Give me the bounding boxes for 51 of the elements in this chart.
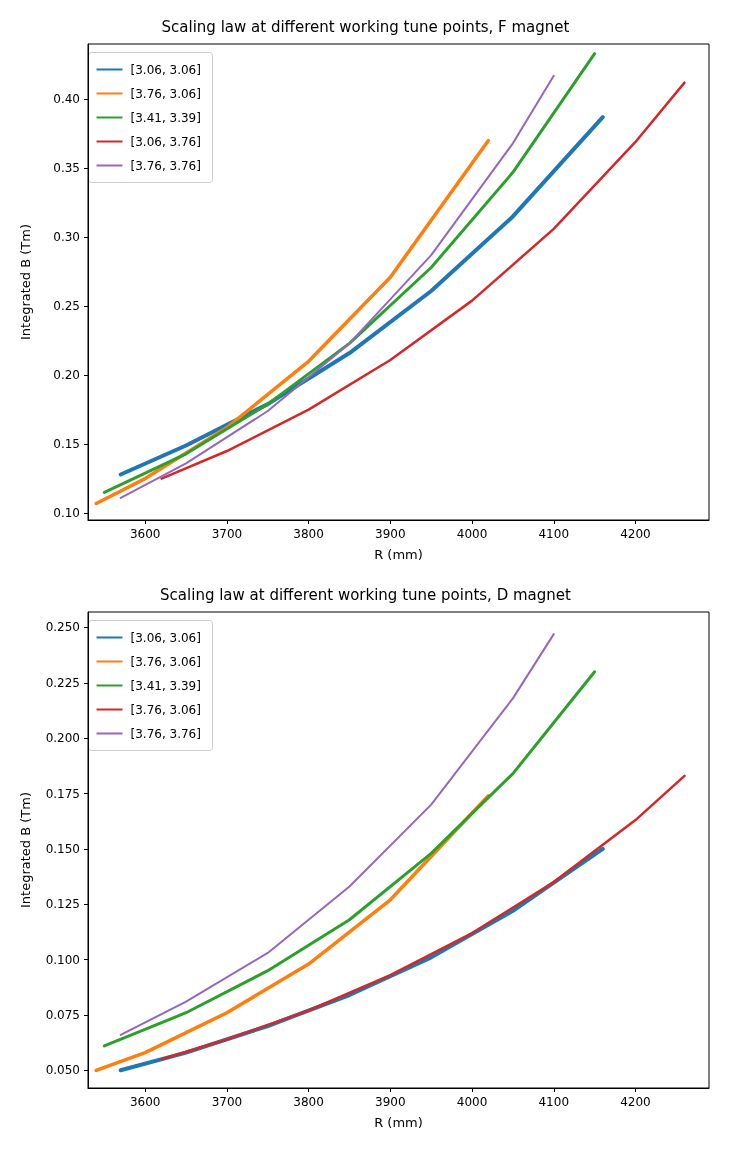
legend-label: [3.41, 3.39]	[130, 110, 201, 125]
legend-label: [3.76, 3.06]	[130, 654, 201, 669]
x-tick-label: 3700	[211, 1095, 243, 1109]
chart-title: Scaling law at different working tune points, D magnet	[160, 585, 572, 604]
legend-label: [3.06, 3.06]	[130, 62, 201, 77]
x-axis-title: R (mm)	[374, 547, 423, 562]
y-axis-title: Integrated B (Tm)	[18, 223, 33, 341]
y-tick-label: 0.35	[53, 161, 80, 176]
x-tick-label: 4100	[538, 527, 570, 541]
y-tick-label: 0.225	[45, 675, 80, 690]
y-tick-label: 0.175	[45, 786, 80, 801]
x-tick-label: 3900	[375, 527, 406, 541]
legend-label: [3.76, 3.76]	[130, 726, 201, 741]
y-tick-label: 0.20	[53, 368, 80, 383]
x-tick-label: 4200	[620, 527, 651, 541]
y-tick-label: 0.40	[53, 92, 80, 107]
chart-title: Scaling law at different working tune points, F magnet	[161, 17, 570, 36]
y-tick-label: 0.10	[53, 506, 80, 521]
y-tick-label: 0.100	[45, 952, 80, 967]
x-tick-label: 4200	[620, 1095, 651, 1109]
x-tick-label: 3800	[293, 1095, 324, 1109]
legend-label: [3.76, 3.06]	[130, 86, 201, 101]
line-series	[119, 74, 555, 499]
legend-label: [3.76, 3.76]	[130, 158, 201, 173]
x-axis-title: R (mm)	[374, 1115, 423, 1130]
line-series	[119, 633, 555, 1036]
legend-label: [3.06, 3.06]	[130, 630, 201, 645]
x-tick-label: 3700	[211, 527, 243, 541]
line-series	[102, 670, 597, 1048]
x-tick-label: 3600	[129, 1095, 161, 1109]
x-tick-label: 4000	[456, 527, 488, 541]
y-tick-label: 0.125	[45, 897, 80, 912]
y-tick-label: 0.25	[53, 299, 80, 314]
y-tick-label: 0.200	[45, 731, 80, 746]
y-tick-label: 0.30	[53, 230, 80, 245]
legend-label: [3.41, 3.39]	[130, 678, 201, 693]
y-tick-label: 0.15	[53, 437, 80, 452]
x-tick-label: 3800	[293, 527, 324, 541]
line-series	[160, 774, 686, 1061]
y-tick-label: 0.050	[45, 1063, 80, 1078]
x-tick-label: 4100	[538, 1095, 570, 1109]
y-axis-title: Integrated B (Tm)	[18, 791, 33, 909]
legend-label: [3.76, 3.06]	[130, 702, 201, 717]
y-tick-label: 0.150	[45, 841, 80, 856]
legend-label: [3.06, 3.76]	[130, 134, 201, 149]
y-tick-label: 0.250	[45, 620, 80, 635]
line-series	[102, 52, 597, 494]
y-tick-label: 0.075	[45, 1007, 80, 1022]
x-tick-label: 4000	[456, 1095, 488, 1109]
x-tick-label: 3600	[129, 527, 161, 541]
x-tick-label: 3900	[375, 1095, 406, 1109]
